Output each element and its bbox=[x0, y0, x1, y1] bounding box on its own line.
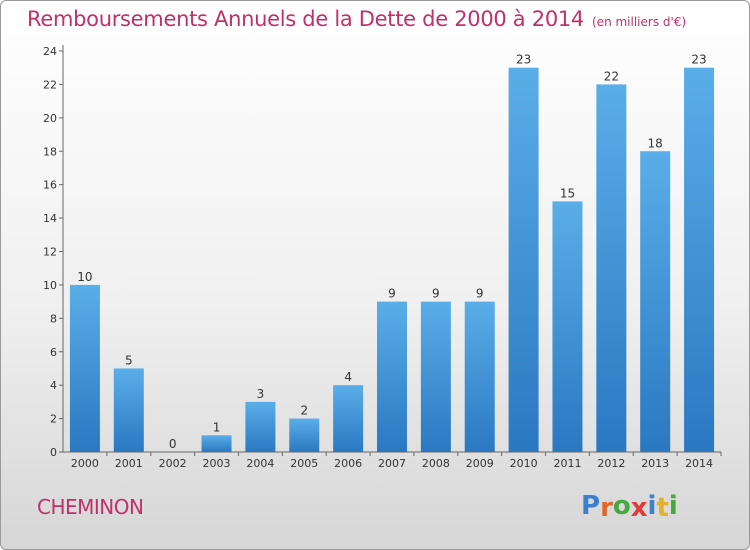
chart-unit-note: (en milliers d'€) bbox=[592, 15, 687, 29]
logo-letter: x bbox=[630, 493, 648, 523]
y-tick-label: 20 bbox=[43, 112, 57, 125]
data-label-2003: 1 bbox=[213, 420, 221, 434]
y-tick-label: 16 bbox=[43, 179, 57, 192]
y-tick-label: 2 bbox=[50, 413, 57, 426]
bar-2007 bbox=[377, 301, 407, 452]
x-tick-label-2014: 2014 bbox=[685, 457, 713, 470]
data-label-2011: 15 bbox=[560, 186, 575, 200]
data-label-2009: 9 bbox=[476, 287, 484, 301]
data-label-2004: 3 bbox=[257, 387, 265, 401]
y-tick-label: 4 bbox=[50, 379, 57, 392]
bar-2003 bbox=[201, 435, 232, 452]
chart-title: Remboursements Annuels de la Dette de 20… bbox=[27, 7, 584, 31]
x-tick-label-2005: 2005 bbox=[290, 457, 318, 470]
x-tick-label-2010: 2010 bbox=[510, 457, 538, 470]
chart-title-block: Remboursements Annuels de la Dette de 20… bbox=[27, 7, 686, 31]
x-tick-label-2006: 2006 bbox=[334, 457, 362, 470]
logo-letter: P bbox=[581, 491, 601, 521]
bar-2008 bbox=[420, 301, 451, 452]
x-tick-label-2003: 2003 bbox=[203, 457, 231, 470]
data-label-2014: 23 bbox=[691, 53, 706, 67]
bar-2006 bbox=[333, 385, 364, 452]
data-label-2013: 18 bbox=[648, 136, 663, 150]
y-tick-label: 12 bbox=[43, 246, 57, 259]
x-tick-label-2011: 2011 bbox=[553, 457, 581, 470]
x-tick-label-2009: 2009 bbox=[466, 457, 494, 470]
logo-letter: o bbox=[612, 491, 631, 521]
data-label-2002: 0 bbox=[169, 437, 177, 451]
y-tick-label: 8 bbox=[50, 312, 57, 325]
data-label-2010: 23 bbox=[516, 53, 531, 67]
bar-2012 bbox=[596, 84, 627, 453]
logo-letter: i bbox=[647, 491, 657, 521]
data-label-2007: 9 bbox=[388, 287, 396, 301]
bar-2005 bbox=[289, 418, 320, 452]
proxiti-logo: Proxiti bbox=[581, 491, 678, 523]
logo-letter: r bbox=[600, 493, 613, 523]
bar-2014 bbox=[684, 67, 715, 452]
data-label-2000: 10 bbox=[77, 270, 92, 284]
y-tick-label: 24 bbox=[43, 45, 57, 58]
bar-2010 bbox=[508, 67, 539, 452]
bar-2013 bbox=[640, 151, 671, 452]
y-tick-label: 14 bbox=[43, 212, 57, 225]
y-tick-label: 0 bbox=[50, 446, 57, 459]
bar-2001 bbox=[113, 368, 144, 452]
y-tick-label: 22 bbox=[43, 78, 57, 91]
y-tick-label: 18 bbox=[43, 145, 57, 158]
x-tick-label-2012: 2012 bbox=[597, 457, 625, 470]
data-label-2012: 22 bbox=[604, 69, 619, 83]
bar-2000 bbox=[69, 284, 100, 452]
x-tick-label-2008: 2008 bbox=[422, 457, 450, 470]
x-tick-label-2007: 2007 bbox=[378, 457, 406, 470]
y-tick-label: 10 bbox=[43, 279, 57, 292]
bar-2011 bbox=[552, 201, 583, 452]
commune-name: CHEMINON bbox=[37, 495, 144, 519]
data-label-2008: 9 bbox=[432, 287, 440, 301]
bar-2004 bbox=[245, 401, 276, 452]
bar-2009 bbox=[464, 301, 495, 452]
data-label-2005: 2 bbox=[300, 404, 308, 418]
logo-letter: t bbox=[656, 493, 669, 523]
x-tick-label-2000: 2000 bbox=[71, 457, 99, 470]
x-tick-label-2002: 2002 bbox=[159, 457, 187, 470]
logo-letter: i bbox=[668, 491, 678, 521]
x-tick-label-2004: 2004 bbox=[246, 457, 274, 470]
data-label-2001: 5 bbox=[125, 353, 133, 367]
y-tick-label: 6 bbox=[50, 346, 57, 359]
x-tick-label-2013: 2013 bbox=[641, 457, 669, 470]
data-label-2006: 4 bbox=[344, 370, 352, 384]
x-tick-label-2001: 2001 bbox=[115, 457, 143, 470]
